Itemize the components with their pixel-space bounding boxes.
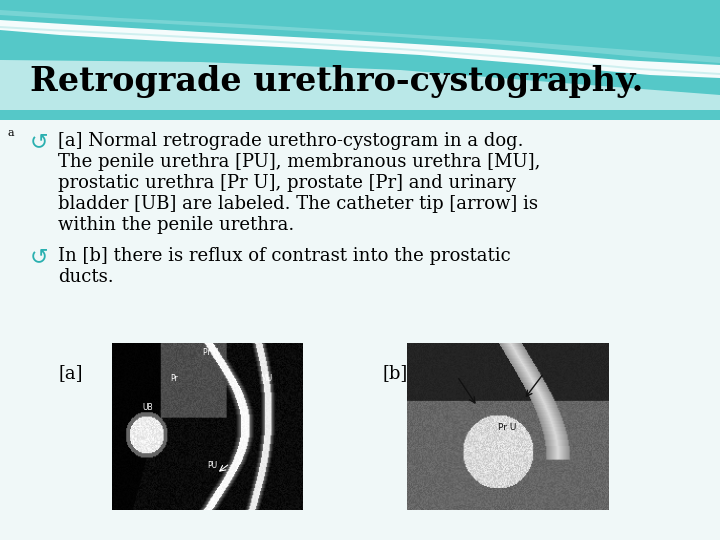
Text: The penile urethra [PU], membranous urethra [MU],: The penile urethra [PU], membranous uret… <box>58 153 541 171</box>
Polygon shape <box>0 0 720 120</box>
Text: a: a <box>8 128 14 138</box>
Text: Pr: Pr <box>171 374 179 383</box>
Text: within the penile urethra.: within the penile urethra. <box>58 216 294 234</box>
Text: ducts.: ducts. <box>58 268 114 286</box>
Text: UB: UB <box>142 403 153 412</box>
Text: ↺: ↺ <box>30 247 49 267</box>
Text: Pr U: Pr U <box>203 348 219 356</box>
Polygon shape <box>0 26 720 75</box>
Text: [a] Normal retrograde urethro-cystogram in a dog.: [a] Normal retrograde urethro-cystogram … <box>58 132 523 150</box>
Text: In [b] there is reflux of contrast into the prostatic: In [b] there is reflux of contrast into … <box>58 247 510 265</box>
Text: prostatic urethra [Pr U], prostate [Pr] and urinary: prostatic urethra [Pr U], prostate [Pr] … <box>58 174 516 192</box>
Polygon shape <box>0 0 720 63</box>
Text: PU: PU <box>207 462 217 470</box>
Text: MU: MU <box>261 374 273 383</box>
Text: [b]: [b] <box>383 364 408 382</box>
Text: bladder [UB] are labeled. The catheter tip [arrow] is: bladder [UB] are labeled. The catheter t… <box>58 195 538 213</box>
Text: [a]: [a] <box>58 364 83 382</box>
Text: Pr U: Pr U <box>498 423 517 432</box>
Text: ↺: ↺ <box>30 132 49 152</box>
Text: Retrograde urethro-cystography.: Retrograde urethro-cystography. <box>30 65 644 98</box>
Polygon shape <box>0 0 720 78</box>
Polygon shape <box>0 60 720 110</box>
